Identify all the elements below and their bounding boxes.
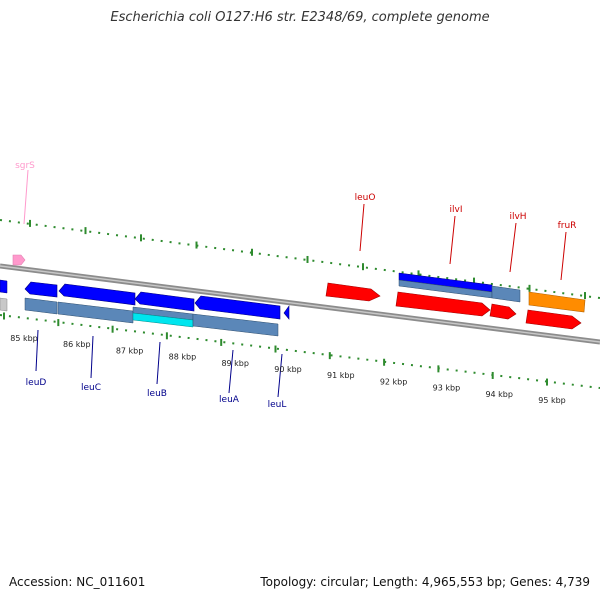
accession-text: Accession: NC_011601 [9,575,146,589]
sgrS-feature[interactable] [12,254,26,266]
upper-tick-track [0,219,600,299]
lower-major-ticks [3,312,548,386]
ilvI-feature[interactable] [395,291,491,317]
fruR-label: fruR [558,221,577,231]
leuO-label: leuO [355,193,376,203]
ilvH-feature[interactable] [489,303,517,320]
scale-label: 86 kbp [63,340,91,349]
fruR-feature[interactable] [528,291,586,313]
reverse-labels: leuD leuC leuB leuA leuL [26,329,287,410]
lower-tick-track [0,314,600,389]
map-title: Escherichia coli O127:H6 str. E2348/69, … [110,10,490,25]
scale-label: 85 kbp [10,334,38,343]
leuC-feature[interactable] [58,283,136,306]
leuD-feature[interactable] [24,281,58,298]
genome-backbone [0,263,600,345]
leuL-label: leuL [268,400,287,410]
cds-blocks-ilv [398,272,586,313]
leuA-feature[interactable] [194,295,281,320]
scale-label: 89 kbp [221,359,249,368]
leuB-label: leuB [147,389,167,399]
leuB-highlight-cds[interactable] [132,312,194,328]
leuA-label: leuA [219,395,240,405]
fruR-cds-feature[interactable] [525,309,582,330]
leuD-label: leuD [26,378,47,388]
scale-label: 88 kbp [169,353,197,362]
scale-label: 92 kbp [380,377,408,386]
upper-major-ticks [29,219,586,300]
genome-summary-text: Topology: circular; Length: 4,965,553 bp… [260,575,590,589]
scale-label: 94 kbp [485,390,513,399]
sgrS-label: sgrS [15,161,35,171]
forward-genes [325,282,582,330]
scale-label: 91 kbp [327,371,355,380]
leuL-feature[interactable] [283,305,290,320]
leuO-feature[interactable] [325,282,381,302]
ilvI-label: ilvI [450,205,463,215]
leuB-feature[interactable] [134,291,195,312]
sgrS-leader [23,169,29,225]
scale-label: 95 kbp [538,396,566,405]
cds-blocks-leu [0,297,279,337]
scale-label: 87 kbp [116,346,144,355]
forward-labels: leuO ilvI ilvH fruR [355,193,577,281]
reverse-genes [0,279,290,320]
leuC-label: leuC [81,383,101,393]
ilvH-label: ilvH [509,212,526,222]
scale-labels: 85 kbp 86 kbp 87 kbp 88 kbp 89 kbp 90 kbp 91 k… [10,334,566,405]
scale-label: 90 kbp [274,365,302,374]
scale-label: 93 kbp [433,384,461,393]
